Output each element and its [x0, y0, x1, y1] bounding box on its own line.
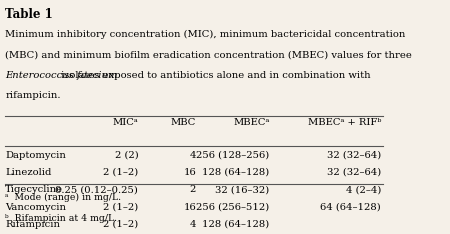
Text: 4 (2–4): 4 (2–4): [346, 185, 381, 194]
Text: Enterococcus faecium: Enterococcus faecium: [5, 71, 118, 80]
Text: 0.25 (0.12–0.25): 0.25 (0.12–0.25): [55, 185, 138, 194]
Text: Tigecycline: Tigecycline: [5, 185, 63, 194]
Text: 16: 16: [183, 168, 196, 177]
Text: 2: 2: [190, 185, 196, 194]
Text: 32 (32–64): 32 (32–64): [327, 168, 381, 177]
Text: 256 (128–256): 256 (128–256): [196, 150, 270, 160]
Text: Vancomycin: Vancomycin: [5, 203, 66, 212]
Text: MBECᵃ: MBECᵃ: [233, 118, 270, 127]
Text: 2 (2): 2 (2): [115, 150, 138, 160]
Text: Linezolid: Linezolid: [5, 168, 52, 177]
Text: Minimum inhibitory concentration (MIC), minimum bactericidal concentration: Minimum inhibitory concentration (MIC), …: [5, 30, 405, 39]
Text: 2 (1–2): 2 (1–2): [103, 220, 138, 229]
Text: rifampicin.: rifampicin.: [5, 91, 61, 100]
Text: 4: 4: [189, 220, 196, 229]
Text: Table 1: Table 1: [5, 8, 53, 21]
Text: MICᵃ: MICᵃ: [112, 118, 138, 127]
Text: Rifampicin: Rifampicin: [5, 220, 60, 229]
Text: 64 (64–128): 64 (64–128): [320, 203, 381, 212]
Text: 2 (1–2): 2 (1–2): [103, 203, 138, 212]
Text: 128 (64–128): 128 (64–128): [202, 220, 270, 229]
Text: 2 (1–2): 2 (1–2): [103, 168, 138, 177]
Text: Daptomycin: Daptomycin: [5, 150, 66, 160]
Text: ᵃ  Mode (range) in mg/L.: ᵃ Mode (range) in mg/L.: [5, 193, 122, 202]
Text: 256 (256–512): 256 (256–512): [196, 203, 270, 212]
Text: 16: 16: [183, 203, 196, 212]
Text: isolates exposed to antibiotics alone and in combination with: isolates exposed to antibiotics alone an…: [58, 71, 371, 80]
Text: 4: 4: [189, 150, 196, 160]
Text: 32 (32–64): 32 (32–64): [327, 150, 381, 160]
Text: 32 (16–32): 32 (16–32): [215, 185, 270, 194]
Text: ᵇ  Rifampicin at 4 mg/L.: ᵇ Rifampicin at 4 mg/L.: [5, 214, 117, 223]
Text: 128 (64–128): 128 (64–128): [202, 168, 270, 177]
Text: MBECᵃ + RIFᵇ: MBECᵃ + RIFᵇ: [308, 118, 381, 127]
Text: MBC: MBC: [171, 118, 196, 127]
Text: (MBC) and minimum biofilm eradication concentration (MBEC) values for three: (MBC) and minimum biofilm eradication co…: [5, 51, 412, 60]
